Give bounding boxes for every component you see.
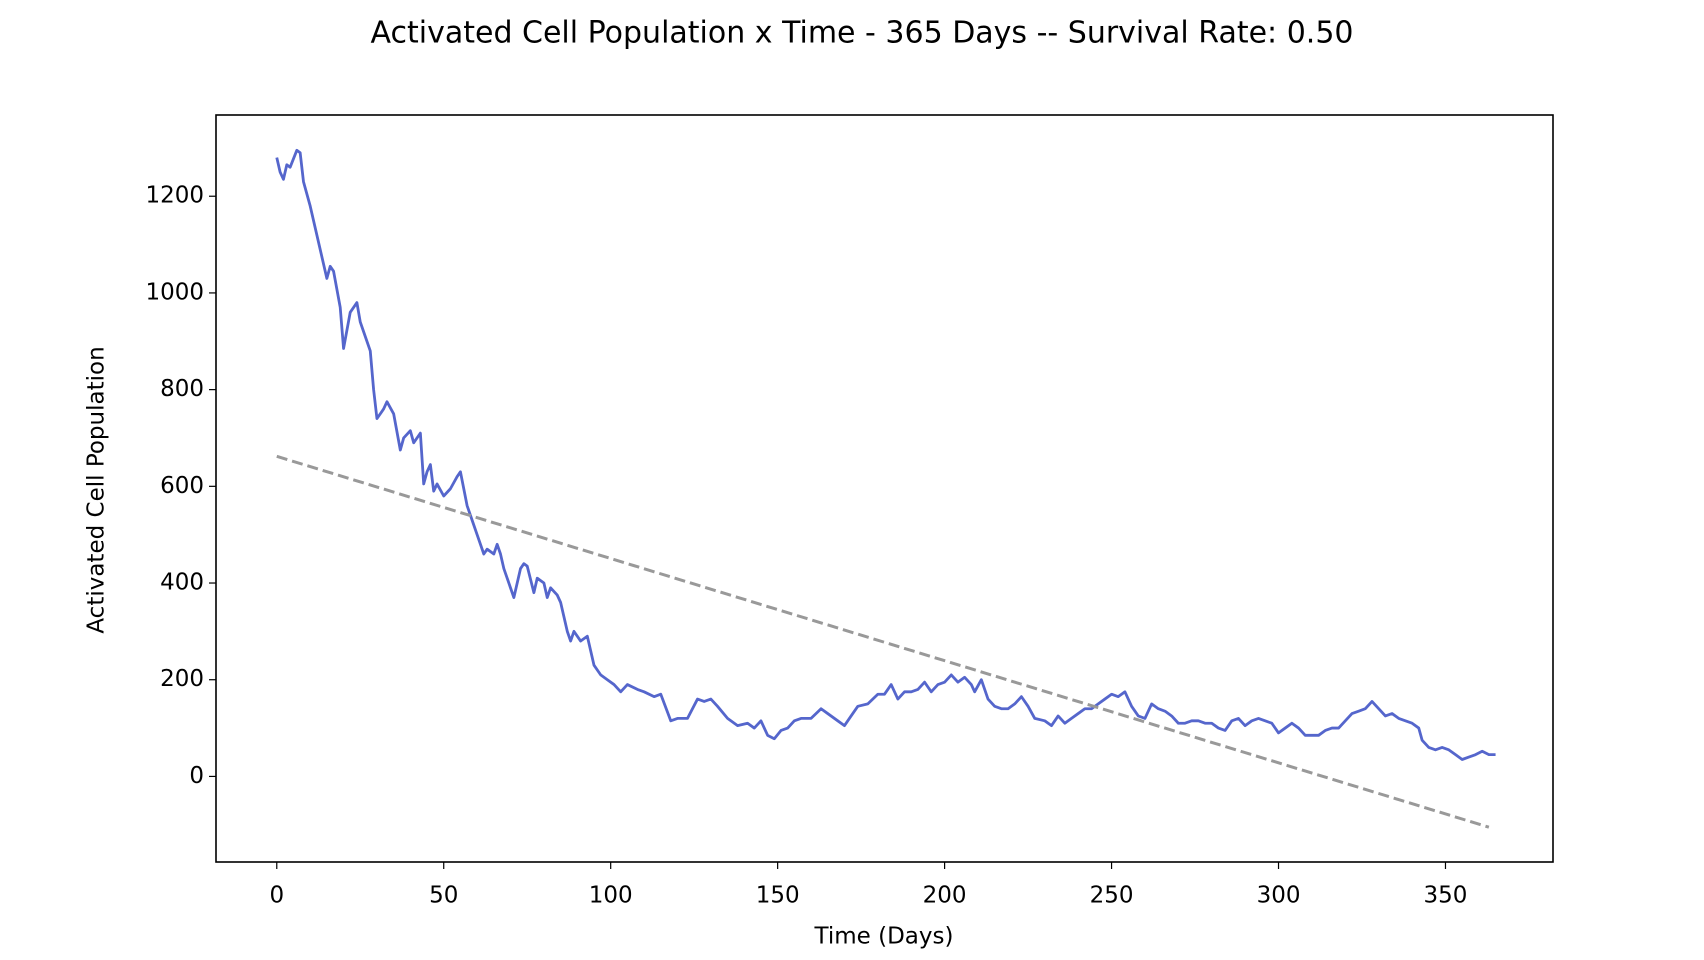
- x-tick-label: 200: [923, 883, 967, 909]
- trend-line: [276, 454, 1490, 829]
- y-tick-label: 400: [160, 570, 204, 596]
- y-tick-label: 600: [160, 473, 204, 499]
- x-tick-label: 50: [429, 883, 458, 909]
- plot-frame: [215, 114, 1554, 863]
- chart-title: Activated Cell Population x Time - 365 D…: [371, 16, 1354, 51]
- x-axis-label: Time (Days): [814, 924, 954, 950]
- x-tick-label: 100: [589, 883, 633, 909]
- y-tick-label: 1000: [145, 279, 204, 305]
- y-tick-label: 0: [189, 763, 204, 789]
- x-tick-label: 300: [1257, 883, 1301, 909]
- data-line: [275, 148, 1496, 761]
- x-tick-label: 250: [1090, 883, 1134, 909]
- x-tick-label: 350: [1424, 883, 1468, 909]
- x-tick-label: 0: [269, 883, 284, 909]
- y-tick-label: 800: [160, 376, 204, 402]
- x-tick-label: 150: [756, 883, 800, 909]
- y-axis-label: Activated Cell Population: [84, 346, 110, 633]
- y-tick-label: 200: [160, 666, 204, 692]
- y-tick-label: 1200: [145, 183, 204, 209]
